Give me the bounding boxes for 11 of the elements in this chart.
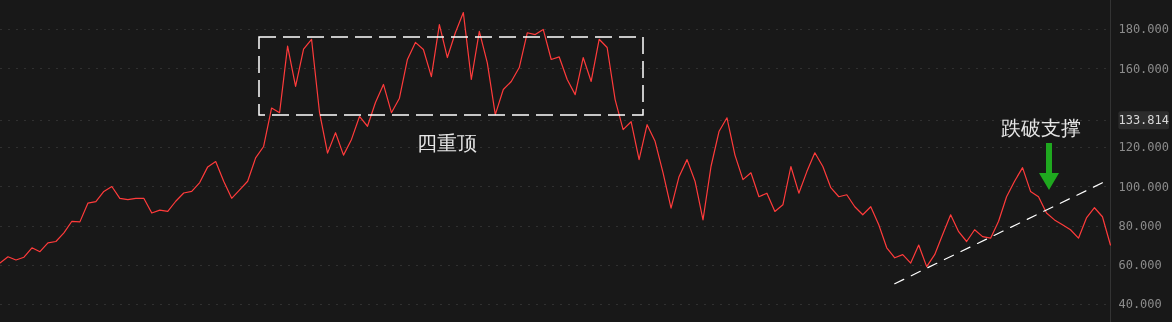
y-tick-label: 160.000 [1118, 61, 1170, 76]
annotation: 跌破支撑 [1001, 116, 1081, 140]
y-tick-label: 180.000 [1118, 22, 1170, 37]
y-tick-label: 40.000 [1118, 297, 1162, 312]
y-tick-label: 100.000 [1118, 179, 1170, 194]
y-tick-label: 120.000 [1118, 140, 1170, 155]
annotation: 四重顶 [417, 131, 477, 155]
y-tick-label: 80.000 [1118, 218, 1162, 233]
y-tick-label: 133.814 [1118, 113, 1170, 128]
y-tick-label: 60.000 [1118, 258, 1162, 273]
line-series [0, 11, 1112, 268]
